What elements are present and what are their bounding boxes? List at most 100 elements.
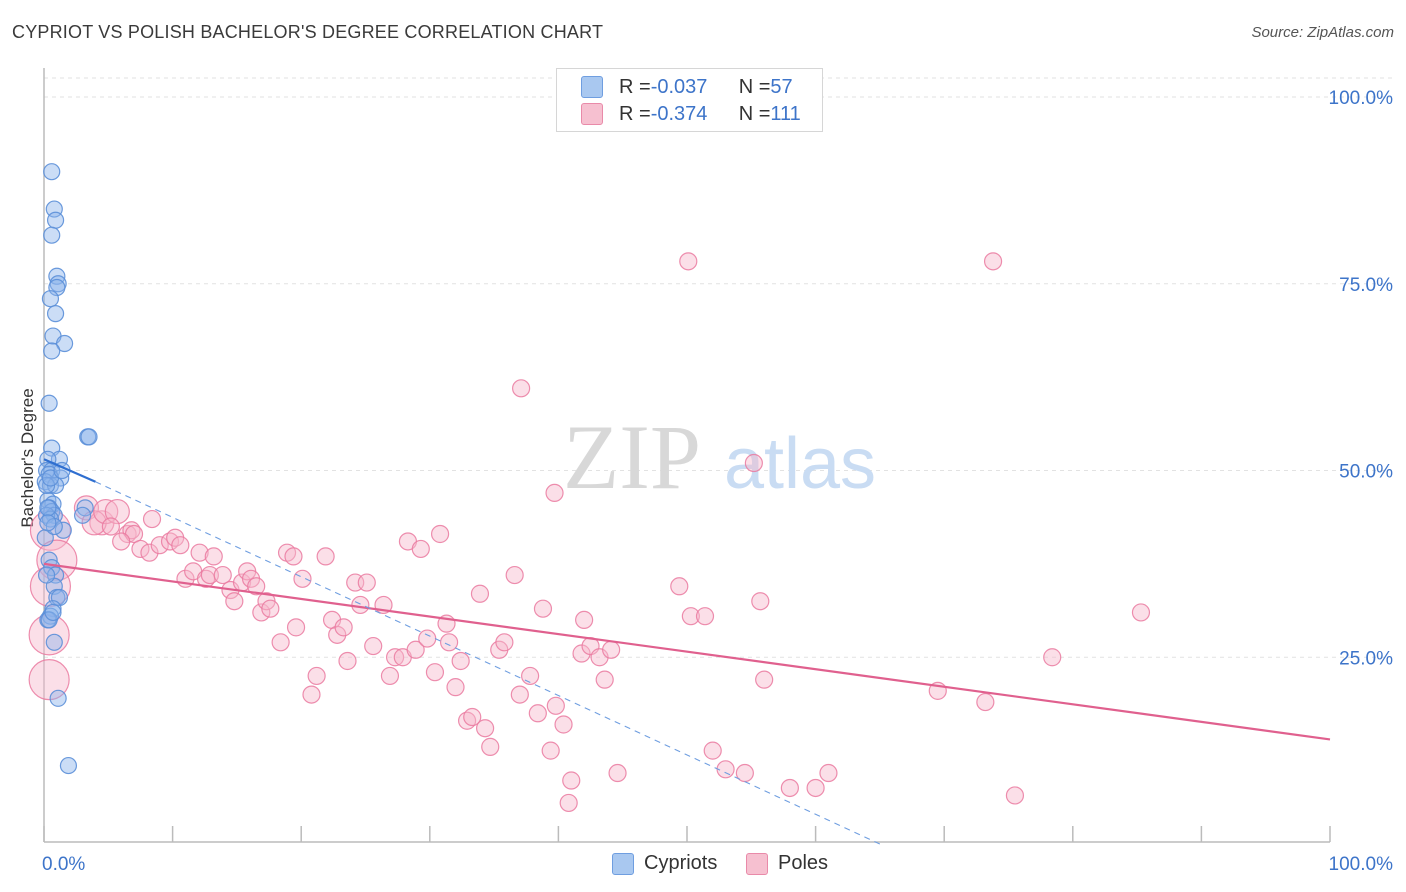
x-tick-label: 0.0% [42,854,85,875]
poles-point [364,636,383,656]
poles-point [806,778,825,798]
cypriots-point [40,394,58,412]
source-credit: Source: ZipAtlas.com [1251,24,1394,41]
cypriots-point [41,290,60,308]
poles-point [679,252,698,271]
y-tick-label: 50.0% [1339,462,1393,483]
poles-point [608,763,627,783]
series-legend-cypriots[interactable]: Cypriots [612,852,717,875]
poles-point [695,607,715,626]
poles-point [131,539,150,559]
poles-point [505,565,524,585]
y-tick-label: 25.0% [1339,648,1393,669]
poles-point [446,678,465,697]
cypriots-trend-line [43,458,96,483]
poles-point [559,793,578,813]
cypriots-point [49,689,67,707]
poles-point [819,763,838,783]
poles-point [140,543,159,562]
cypriots-point [46,211,65,229]
poles-point [681,607,700,626]
poles-point [1005,786,1025,805]
poles-point [1043,648,1062,667]
poles-point [541,741,560,760]
poles-point [470,584,490,603]
cypriots-point [55,334,74,353]
legend-n-value: 111 [770,102,801,125]
poles-point [28,614,70,656]
poles-point [463,707,482,727]
poles-point [1131,603,1151,622]
y-tick-label: 75.0% [1339,275,1393,296]
poles-point [430,524,450,544]
poles-point [495,633,514,652]
legend-swatch-poles [581,103,603,125]
chart-title: CYPRIOT VS POLISH BACHELOR'S DEGREE CORR… [12,22,604,42]
poles-point [286,618,306,637]
poles-point [716,760,735,779]
poles-point [744,453,763,473]
cypriots-point [37,566,56,584]
cypriots-point [43,342,61,360]
poles-point [528,704,547,723]
poles-point [293,569,312,588]
poles-point [425,663,445,682]
legend-row-cypriots: R = -0.037 N = 57 [581,75,793,99]
poles-point [595,670,614,689]
cypriots-point [80,428,98,446]
legend-n-label: N = [738,102,771,125]
poles-point [225,592,244,611]
cypriots-trend-extension [95,481,881,845]
legend-row-poles: R = -0.374 N = 111 [581,102,801,126]
poles-point [406,640,425,659]
series-legend-poles[interactable]: Poles [746,852,828,875]
poles-point [261,599,280,618]
poles-point [101,517,120,536]
poles-point [328,625,347,644]
legend-r-label: R = [619,75,651,98]
cypriots-point [45,633,63,651]
axes [43,68,1331,843]
legend-n-value: 57 [770,75,793,98]
poles-point [510,685,529,704]
cypriots-point [43,163,61,181]
legend-r-label: R = [619,102,651,125]
cypriots-point [46,305,65,323]
poles-point [755,670,774,689]
poles-point [546,696,565,715]
poles-swatch [746,852,768,875]
poles-point [316,547,335,566]
poles-point [385,648,405,667]
poles-point [554,715,573,734]
cypriots-swatch [612,852,634,875]
poles-point [112,532,131,551]
poles-point [357,573,376,592]
cypriots-points [36,163,98,775]
poles-point [302,685,321,704]
poles-points [28,252,1151,813]
poles-point [481,737,500,756]
cypriots-point [73,506,92,524]
poles-point [439,633,459,652]
poles-point [418,629,437,648]
cypriots-point [39,514,57,532]
poles-point [171,536,190,555]
poles-point [29,565,72,607]
poles-point [190,543,209,562]
poles-point [411,539,430,559]
cypriots-point [54,521,72,539]
poles-point [28,659,70,701]
x-tick-label: 100.0% [1329,854,1394,875]
cypriots-point [36,529,54,547]
poles-point [307,666,326,686]
poles-point [751,592,770,611]
poles-point [475,719,495,738]
poles-point [338,651,357,671]
poles-point [380,666,400,686]
poles-point [575,610,594,630]
poles-point [533,599,553,618]
poles-point [602,640,621,659]
watermark-atlas: atlas [724,424,876,504]
trend-lines [43,458,1331,845]
